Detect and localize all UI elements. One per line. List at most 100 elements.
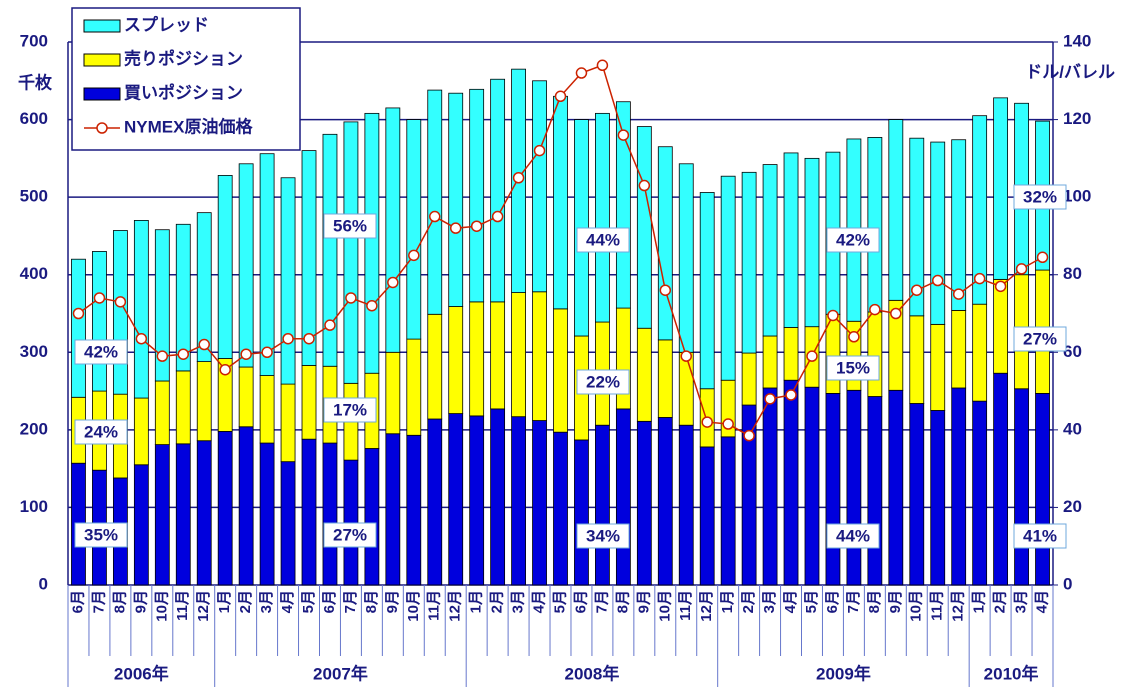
price-marker <box>533 144 546 157</box>
x-tick-label: 1月 <box>719 590 736 613</box>
x-tick-label: 11月 <box>426 590 443 621</box>
annotation: 44% <box>586 230 620 249</box>
price-marker <box>1036 251 1049 264</box>
price-marker <box>701 416 713 428</box>
bar-segment <box>490 301 506 410</box>
annotation: 17% <box>333 400 367 419</box>
y-tick-label: 700 <box>20 31 48 50</box>
x-tick-label: 4月 <box>782 590 799 613</box>
bar-segment <box>972 115 988 305</box>
bar-segment <box>259 442 275 586</box>
annotation: 27% <box>1023 329 1057 348</box>
price-marker <box>1015 263 1028 275</box>
annotation-box <box>323 213 377 239</box>
bar-segment <box>133 220 149 399</box>
price-marker <box>135 332 148 345</box>
bar-segment <box>867 137 883 313</box>
price-marker <box>324 319 336 331</box>
legend-swatch <box>83 87 121 101</box>
bar-segment <box>175 223 191 372</box>
bar-segment <box>71 258 86 398</box>
x-tick-label: 11月 <box>929 590 946 621</box>
price-marker <box>198 338 210 351</box>
bar-segment <box>951 139 967 311</box>
x-tick-label: 6月 <box>69 590 86 613</box>
price-marker <box>638 179 651 192</box>
bar-segment <box>469 301 485 417</box>
x-tick-label: 8月 <box>363 590 380 613</box>
bar-segment <box>699 446 715 586</box>
x-tick-label: 8月 <box>866 590 883 613</box>
price-marker <box>156 350 169 362</box>
annotation: 32% <box>1023 187 1057 206</box>
bar-segment <box>364 448 380 586</box>
bar-segment <box>385 433 401 586</box>
y-tick-label: 400 <box>20 264 48 283</box>
x-tick-label: 9月 <box>887 590 904 613</box>
bar-segment <box>217 431 233 586</box>
bar-segment <box>280 461 296 586</box>
annotation-box <box>826 355 880 381</box>
bar-segment <box>595 112 610 323</box>
bar-segment <box>175 443 191 586</box>
price-marker <box>596 59 609 72</box>
y-tick-label: 0 <box>39 574 48 593</box>
price-marker <box>952 288 965 300</box>
x-tick-label: 5月 <box>551 590 568 613</box>
bar-segment <box>888 119 904 301</box>
annotation: 42% <box>836 230 870 249</box>
bar-segment <box>553 431 568 586</box>
annotation-box <box>74 339 128 365</box>
y2-tick-label: 80 <box>1063 264 1082 283</box>
x-tick-label: 12月 <box>698 590 715 622</box>
bar-segment <box>762 387 778 586</box>
x-tick-label: 11月 <box>677 590 694 621</box>
x-tick-label: 3月 <box>1013 590 1030 613</box>
bar-segment <box>909 403 925 586</box>
bar-segment <box>469 88 485 303</box>
bar-segment <box>678 351 694 426</box>
bar-segment <box>301 438 317 586</box>
x-tick-label: 9月 <box>132 590 149 613</box>
x-tick-label: 2月 <box>237 590 254 613</box>
bar-segment <box>615 101 631 309</box>
x-tick-label: 4月 <box>279 590 296 613</box>
annotation-box <box>74 522 128 548</box>
price-marker <box>931 274 944 287</box>
bar-segment <box>762 335 778 389</box>
y2-tick-label: 60 <box>1063 342 1082 361</box>
x-tick-label: 8月 <box>111 590 128 613</box>
price-marker <box>491 210 504 223</box>
x-tick-label: 6月 <box>572 590 589 613</box>
bar-segment <box>490 78 506 303</box>
bar-segment <box>280 383 296 463</box>
annotation-box <box>323 397 377 423</box>
price-marker <box>449 222 462 234</box>
y2-tick-label: 120 <box>1063 109 1091 128</box>
x-tick-label: 2月 <box>740 590 757 613</box>
legend-label: スプレッド <box>124 14 209 34</box>
price-marker <box>114 296 127 308</box>
price-marker <box>743 429 755 442</box>
bar-segment <box>532 291 547 421</box>
x-tick-label: 7月 <box>845 590 862 613</box>
annotation: 34% <box>586 526 620 545</box>
x-tick-label: 1月 <box>971 590 988 613</box>
annotation-box <box>1013 523 1067 549</box>
bar-segment <box>553 95 568 310</box>
bar-segment <box>133 397 149 466</box>
bar-segment <box>406 434 422 586</box>
price-marker <box>408 249 420 262</box>
x-tick-label: 7月 <box>90 590 107 613</box>
annotation: 22% <box>586 372 620 391</box>
bar-segment <box>1014 388 1029 586</box>
bar-segment <box>909 137 925 317</box>
x-tick-label: 1月 <box>216 590 233 613</box>
bar-segment <box>385 107 401 353</box>
bar-segment <box>322 133 338 367</box>
legend-marker <box>96 122 108 134</box>
year-label: 2008年 <box>565 663 620 683</box>
price-marker <box>659 284 672 296</box>
bar-segment <box>720 175 736 381</box>
